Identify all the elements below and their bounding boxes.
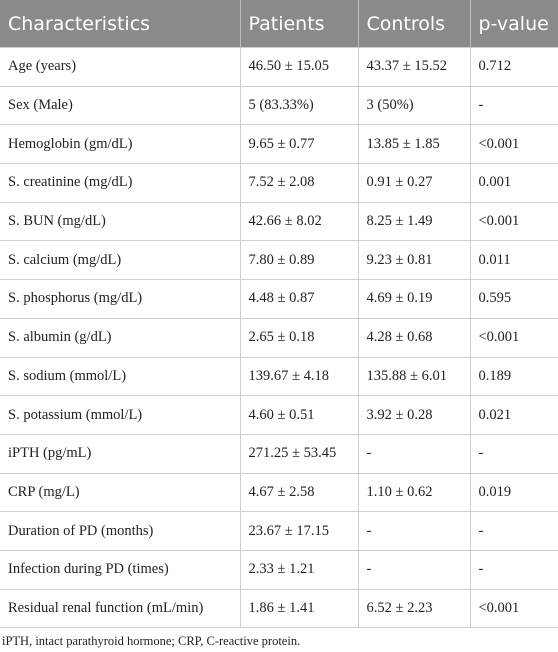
table-cell: 5 (83.33%) [239,85,359,126]
table-cell: 6.52 ± 2.23 [357,588,471,629]
table-cell: 4.28 ± 0.68 [357,317,471,358]
table-cell: Sex (Male) [0,85,241,126]
table-row: Infection during PD (times) 2.33 ± 1.21- - [0,549,558,590]
table-cell: <0.001 [469,588,558,629]
table-cell: - [357,433,471,474]
table-cell: <0.001 [469,317,558,358]
table-cell: - [357,511,471,551]
table-cell: 1.86 ± 1.41 [239,588,359,629]
table-cell: - [469,511,558,551]
table-cell: 46.50 ± 15.05 [239,47,359,87]
table-row: S. calcium (mg/dL) 7.80 ± 0.89 9.23 ± 0.81… [0,240,558,281]
table-cell: - [469,85,558,126]
table-cell: S. sodium (mmol/L) [0,356,241,397]
table-cell: - [357,549,471,590]
table-row: Hemoglobin (gm/dL) 9.65 ± 0.77 13.85 ± 1.8… [0,124,558,165]
table-cell: 0.595 [469,279,558,319]
table-row: iPTH (pg/mL) 271.25 ± 53.45- - [0,433,558,474]
table-row: Duration of PD (months) 23.67 ± 17.15- - [0,511,558,551]
table-row: CRP (mg/L) 4.67 ± 2.58 1.10 ± 0.62 0.019 [0,472,558,513]
table-cell: 9.23 ± 0.81 [357,240,471,281]
table-cell: 3 (50%) [357,85,471,126]
table-row: S. phosphorus (mg/dL) 4.48 ± 0.87 4.69 ± 0… [0,279,558,319]
table-cell: Age (years) [0,47,241,87]
table-cell: CRP (mg/L) [0,472,241,513]
table-cell: Hemoglobin (gm/dL) [0,124,241,165]
table-row: S. sodium (mmol/L) 139.67 ± 4.18 135.88 ± … [0,356,558,397]
table-cell: 3.92 ± 0.28 [357,395,471,435]
header-cell: Controls [358,0,471,48]
table-cell: 135.88 ± 6.01 [357,356,471,397]
table-cell: 2.33 ± 1.21 [239,549,359,590]
table-row: Residual renal function (mL/min) 1.86 ± 1… [0,588,558,629]
table-cell: S. phosphorus (mg/dL) [0,279,241,319]
header-cell: Patients [240,0,359,48]
table-cell: 0.001 [469,163,558,203]
table-cell: 4.67 ± 2.58 [239,472,359,513]
table-cell: S. potassium (mmol/L) [0,395,241,435]
table-cell: Residual renal function (mL/min) [0,588,241,629]
table-cell: 42.66 ± 8.02 [239,201,359,242]
table-row: S. albumin (g/dL) 2.65 ± 0.18 4.28 ± 0.68 <… [0,317,558,358]
table-cell: Duration of PD (months) [0,511,241,551]
table-cell: - [469,433,558,474]
table-cell: 0.189 [469,356,558,397]
table-cell: 4.60 ± 0.51 [239,395,359,435]
table-cell: 13.85 ± 1.85 [357,124,471,165]
footnote: iPTH, intact parathyroid hormone; CRP, C… [2,634,301,649]
table-cell: S. BUN (mg/dL) [0,201,241,242]
table-cell: iPTH (pg/mL) [0,433,241,474]
table-cell: 139.67 ± 4.18 [239,356,359,397]
table-cell: S. albumin (g/dL) [0,317,241,358]
table-cell: 271.25 ± 53.45 [239,433,359,474]
table-cell: 23.67 ± 17.15 [239,511,359,551]
table-cell: 0.011 [469,240,558,281]
table-cell: 4.48 ± 0.87 [239,279,359,319]
table-cell: 0.712 [469,47,558,87]
table-row: S. BUN (mg/dL) 42.66 ± 8.02 8.25 ± 1.49 <0.… [0,201,558,242]
table-body: Age (years) 46.50 ± 15.05 43.37 ± 15.52 0.7… [0,47,558,629]
table-cell: 7.80 ± 0.89 [239,240,359,281]
table-cell: - [469,549,558,590]
table-cell: 7.52 ± 2.08 [239,163,359,203]
table-cell: Infection during PD (times) [0,549,241,590]
table-cell: 43.37 ± 15.52 [357,47,471,87]
table-cell: S. creatinine (mg/dL) [0,163,241,203]
table-cell: <0.001 [469,201,558,242]
table-cell: 9.65 ± 0.77 [239,124,359,165]
table-cell: 4.69 ± 0.19 [357,279,471,319]
table-cell: 0.91 ± 0.27 [357,163,471,203]
header-row: Characteristics Patients Controls p-value [0,0,558,48]
table-row: S. potassium (mmol/L) 4.60 ± 0.51 3.92 ± 0… [0,395,558,435]
table-row: Age (years) 46.50 ± 15.05 43.37 ± 15.52 0.7… [0,47,558,87]
table-cell: 1.10 ± 0.62 [357,472,471,513]
table-row: S. creatinine (mg/dL) 7.52 ± 2.08 0.91 ± 0… [0,163,558,203]
table-cell: S. calcium (mg/dL) [0,240,241,281]
table-cell: 0.019 [469,472,558,513]
data-table: Characteristics Patients Controls p-value A… [0,0,558,629]
header-cell: p-value [470,0,558,48]
table-cell: <0.001 [469,124,558,165]
table-cell: 0.021 [469,395,558,435]
header-cell: Characteristics [0,0,241,48]
table-row: Sex (Male) 5 (83.33%) 3 (50%) - [0,85,558,126]
table-cell: 8.25 ± 1.49 [357,201,471,242]
table-cell: 2.65 ± 0.18 [239,317,359,358]
